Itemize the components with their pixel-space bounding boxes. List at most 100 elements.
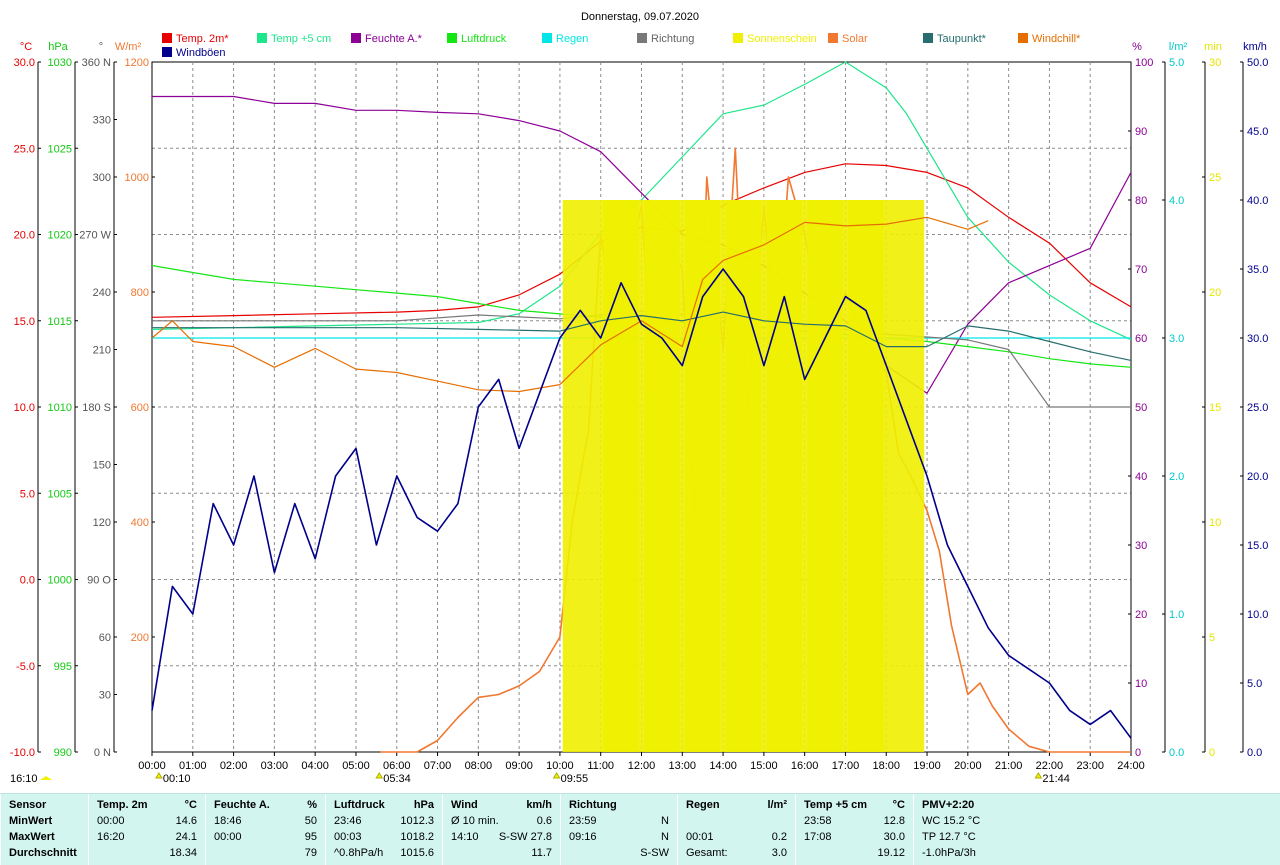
marker-label: 16:10 — [10, 773, 38, 785]
stats-column-pmv: PMV+2:20 WC 15.2 °C TP 12.7 °C -1.0hPa/3h — [913, 794, 1033, 865]
statistics-panel: Sensor MinWert MaxWert Durchschnitt Temp. 2m… — [0, 793, 1280, 865]
stats-value: 14.6 — [175, 815, 197, 827]
stats-value: 79 — [304, 847, 317, 859]
axis-tick-label-direction: 240 — [93, 287, 111, 299]
stats-time: 23:58 — [804, 815, 832, 827]
axis-tick-label-direction: 90 O — [87, 575, 111, 587]
x-tick-label: 22:00 — [1036, 760, 1064, 772]
x-tick-label: 08:00 — [465, 760, 493, 772]
x-tick-label: 03:00 — [261, 760, 289, 772]
stats-value: 1018.2 — [400, 831, 434, 843]
x-tick-label: 09:00 — [505, 760, 533, 772]
axis-tick-label-temp: 25.0 — [14, 143, 35, 155]
stats-row-label: Durchschnitt — [9, 847, 77, 859]
stats-time: 17:08 — [804, 831, 832, 843]
stats-time: 00:03 — [334, 831, 362, 843]
axis-tick-label-direction: 300 — [93, 172, 111, 184]
axis-tick-label-temp: 15.0 — [14, 316, 35, 328]
marker-triangle-icon — [155, 772, 163, 779]
stats-value: S-SW 27.8 — [498, 831, 552, 843]
axis-tick-label-direction: 120 — [93, 517, 111, 529]
stats-value: 18.34 — [169, 847, 197, 859]
legend-label: Taupunkt* — [937, 33, 987, 45]
legend-swatch — [1018, 33, 1028, 43]
legend-label: Windchill* — [1032, 33, 1081, 45]
series-sunshine-bar — [848, 200, 925, 752]
axis-tick-label-humidity: 60 — [1135, 333, 1147, 345]
x-tick-label: 17:00 — [832, 760, 860, 772]
stats-header: Temp +5 cm — [804, 799, 868, 811]
legend-label: Luftdruck — [461, 33, 507, 45]
stats-value: 0.2 — [771, 831, 787, 843]
stats-time: 09:16 — [569, 831, 597, 843]
axis-tick-label-sun: 30 — [1209, 57, 1221, 69]
axis-tick-label-humidity: 30 — [1135, 540, 1147, 552]
stats-unit: km/h — [526, 799, 552, 811]
axis-tick-label-direction: 330 — [93, 115, 111, 127]
x-tick-label: 10:00 — [546, 760, 574, 772]
stats-column-temp: Temp. 2m °C 00:00 14.6 16:20 24.1 18.34 — [88, 794, 205, 865]
stats-row-label: WC 15.2 °C — [922, 815, 981, 827]
axis-tick-label-pressure: 1020 — [48, 230, 72, 242]
axis-tick-label-humidity: 40 — [1135, 471, 1147, 483]
stats-value: 95 — [304, 831, 317, 843]
legend-swatch — [923, 33, 933, 43]
stats-row-label: MinWert — [9, 815, 53, 827]
x-tick-label: 24:00 — [1117, 760, 1145, 772]
axis-tick-label-solar: 200 — [131, 632, 149, 644]
axis-tick-label-wind: 20.0 — [1247, 471, 1268, 483]
axis-tick-label-direction: 60 — [99, 632, 111, 644]
axis-tick-label-pressure: 995 — [54, 661, 72, 673]
stats-unit: °C — [892, 799, 905, 811]
axis-tick-label-wind: 10.0 — [1247, 609, 1268, 621]
stats-header: Temp. 2m — [97, 799, 148, 811]
axis-tick-label-humidity: 0 — [1135, 747, 1141, 759]
legend-swatch — [162, 33, 172, 43]
series-line-taupunkt- — [152, 311, 1132, 361]
axis-tick-label-sun: 15 — [1209, 402, 1221, 414]
series-line-solar — [380, 147, 1131, 753]
x-tick-label: 07:00 — [424, 760, 452, 772]
axis-tick-label-temp: 0.0 — [20, 575, 35, 587]
axis-tick-label-direction: 180 S — [82, 402, 111, 414]
stats-header: Richtung — [569, 799, 617, 811]
legend-label: Windböen — [176, 47, 226, 59]
stats-row-label: MaxWert — [9, 831, 55, 843]
stats-unit: % — [307, 799, 317, 811]
stats-header: Sensor — [9, 799, 47, 811]
axis-tick-label-rain: 0.0 — [1169, 747, 1184, 759]
axis-unit-rain: l/m² — [1169, 41, 1188, 53]
axis-tick-label-wind: 25.0 — [1247, 402, 1268, 414]
stats-header: Luftdruck — [334, 799, 385, 811]
axis-tick-label-pressure: 1010 — [48, 402, 72, 414]
x-tick-label: 18:00 — [872, 760, 900, 772]
axis-tick-label-humidity: 100 — [1135, 57, 1153, 69]
legend-swatch — [447, 33, 457, 43]
marker-label: 09:55 — [561, 773, 589, 785]
x-tick-label: 19:00 — [913, 760, 941, 772]
x-tick-label: 05:00 — [342, 760, 370, 772]
axis-tick-label-wind: 5.0 — [1247, 678, 1262, 690]
axis-tick-label-wind: 0.0 — [1247, 747, 1262, 759]
legend-swatch — [733, 33, 743, 43]
legend-swatch — [828, 33, 838, 43]
legend-swatch — [257, 33, 267, 43]
axis-tick-label-solar: 800 — [131, 287, 149, 299]
marker-triangle-icon — [1034, 772, 1043, 779]
x-tick-label: 02:00 — [220, 760, 248, 772]
axis-tick-label-sun: 20 — [1209, 287, 1221, 299]
axis-tick-label-solar: 1200 — [125, 57, 149, 69]
stats-value: 12.8 — [883, 815, 905, 827]
x-tick-label: 14:00 — [709, 760, 737, 772]
stats-time: 14:10 — [451, 831, 479, 843]
legend-label: Temp. 2m* — [176, 33, 229, 45]
x-tick-label: 21:00 — [995, 760, 1023, 772]
axis-tick-label-temp: -5.0 — [16, 661, 35, 673]
axis-tick-label-sun: 25 — [1209, 172, 1221, 184]
x-tick-label: 23:00 — [1076, 760, 1104, 772]
marker-label: 05:34 — [383, 773, 411, 785]
axis-tick-label-direction: 30 — [99, 690, 111, 702]
axis-tick-label-direction: 360 N — [82, 57, 111, 69]
axis-tick-label-rain: 2.0 — [1169, 471, 1184, 483]
axis-tick-label-temp: 20.0 — [14, 230, 35, 242]
